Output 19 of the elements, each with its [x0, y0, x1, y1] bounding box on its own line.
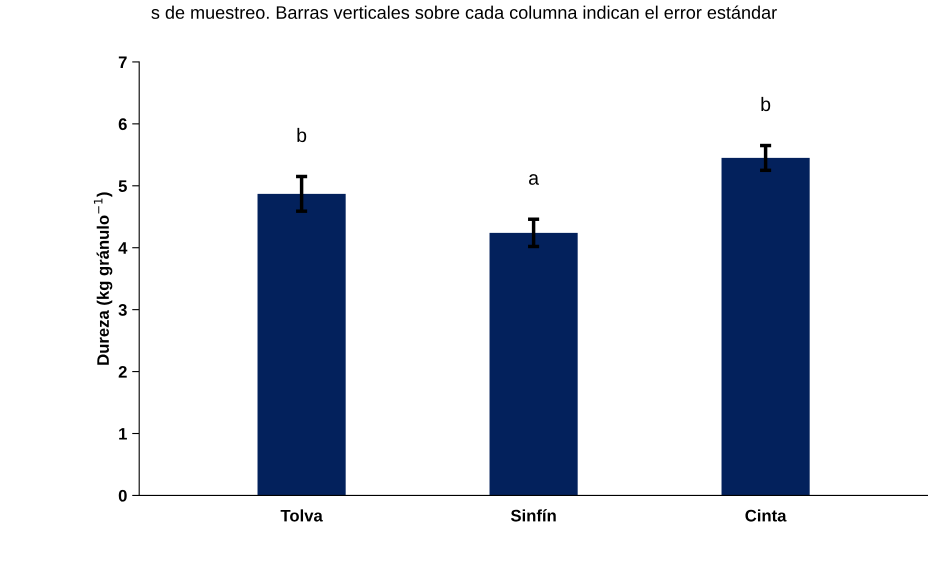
y-tick-label: 6	[118, 118, 127, 130]
bar	[722, 158, 810, 496]
y-tick-label: 7	[118, 56, 127, 68]
y-tick-label: 2	[118, 366, 127, 378]
y-tick-label: 1	[119, 428, 127, 440]
y-tick-label: 3	[118, 304, 127, 316]
text: s de muestreo. Barras verticales sobre cada columna indican el error estándar	[151, 5, 777, 19]
annotation: b	[761, 96, 770, 112]
y-tick-label: 5	[118, 180, 127, 192]
x-tick-label: Sinfín	[510, 509, 556, 522]
x-tick-label: Cinta	[745, 509, 787, 522]
bar	[258, 194, 346, 496]
annotation: a	[529, 174, 540, 185]
y-axis-title: Dureza (kg gránulo$^{−1}$)	[94, 192, 112, 365]
annotation: b	[297, 128, 306, 142]
x-tick-label: Tolva	[280, 509, 323, 522]
y-tick-label: 0	[118, 490, 127, 502]
bar	[490, 232, 578, 496]
y-tick-label: 4	[118, 242, 128, 254]
